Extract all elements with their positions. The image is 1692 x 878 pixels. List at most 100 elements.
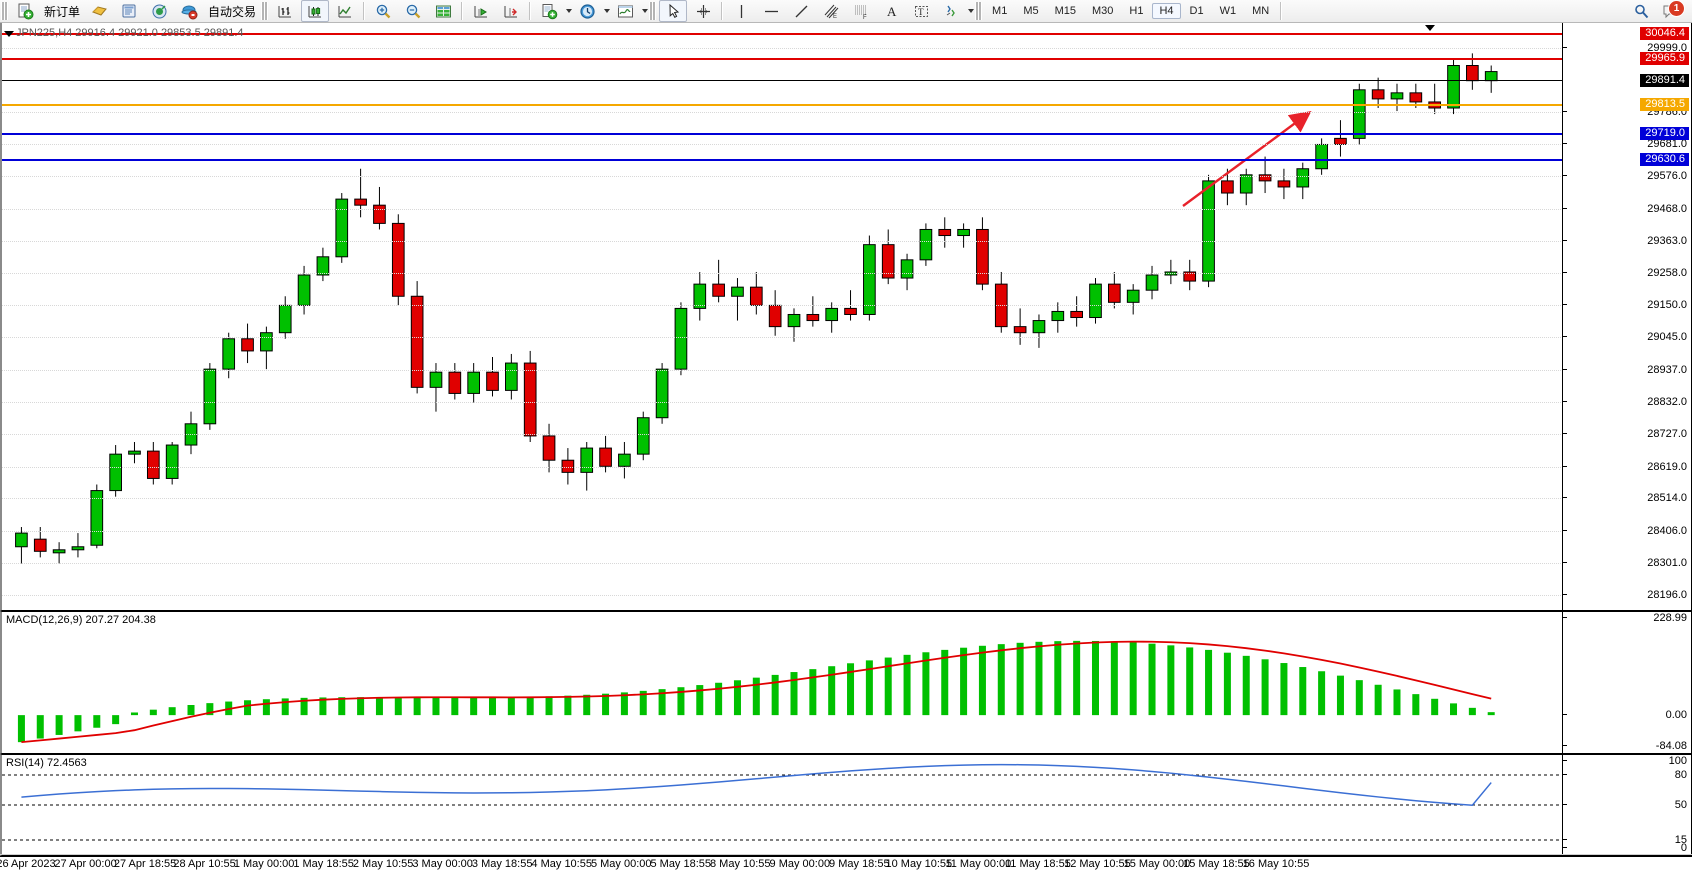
new-order-label[interactable]: 新订单 [44, 4, 81, 19]
support-line[interactable] [2, 159, 1563, 162]
time-axis-label: 16 May 10:55 [1242, 858, 1310, 870]
crosshair-icon[interactable] [689, 0, 717, 22]
periods-icon[interactable] [573, 0, 601, 22]
timeframe-m5[interactable]: M5 [1023, 5, 1039, 17]
timeframe-mn[interactable]: MN [1252, 5, 1270, 17]
price-gridline [2, 563, 1563, 565]
price-gridline [2, 498, 1563, 500]
resistance-line[interactable] [2, 57, 1563, 60]
price-gridline [2, 176, 1563, 178]
chart-container[interactable]: JPN225,H4 29916.4 29921.0 29853.5 29891.… [0, 22, 1692, 878]
time-axis-label: 1 May 18:55 [293, 858, 354, 870]
time-axis-label: 11 May 18:55 [1004, 858, 1071, 870]
last-price-line[interactable] [2, 80, 1563, 82]
price-tag-last-price-line[interactable]: 29891.4 [1640, 74, 1689, 88]
objects-dropdown-caret[interactable] [968, 9, 975, 13]
price-gridline [2, 208, 1563, 210]
price-tick: 28301.0 [1563, 557, 1691, 569]
templates-dropdown-caret[interactable] [642, 9, 649, 13]
price-tick: 29045.0 [1563, 331, 1691, 343]
chart-menu-caret[interactable] [1425, 25, 1435, 31]
toolbar-grip-4[interactable] [975, 2, 983, 20]
new-order-icon[interactable] [11, 0, 39, 22]
rsi-svg [2, 763, 1563, 841]
time-axis[interactable]: 26 Apr 2023 27 Apr 00:00 27 Apr 18:55 28 Ap… [0, 856, 1692, 878]
terminal-icon[interactable] [145, 0, 173, 22]
timeframe-m30[interactable]: M30 [1092, 5, 1114, 17]
vertical-line-icon[interactable] [727, 0, 755, 22]
search-icon[interactable] [1627, 0, 1655, 22]
time-axis-label: 11 May 00:00 [945, 858, 1012, 870]
rsi-tick: 0 [1563, 842, 1691, 854]
cursor-icon[interactable] [659, 0, 688, 22]
time-axis-label: 2 May 10:55 [352, 858, 414, 870]
price-tick: 29150.0 [1563, 299, 1691, 311]
price-tick: 29363.0 [1563, 235, 1691, 247]
auto-trading-label[interactable]: 自动交易 [208, 4, 257, 19]
notifications-icon[interactable]: 1 [1657, 0, 1685, 21]
periods-dropdown-caret[interactable] [604, 9, 611, 13]
market-watch-icon[interactable] [85, 0, 113, 22]
indicators-icon[interactable] [535, 0, 563, 22]
auto-trading-icon[interactable] [175, 0, 203, 22]
timeframe-w1[interactable]: W1 [1219, 5, 1237, 17]
fibonacci-icon[interactable]: F [847, 0, 875, 22]
price-tag-support-line[interactable]: 29719.0 [1640, 126, 1689, 140]
price-tag-resistance-line[interactable]: 29965.9 [1640, 51, 1689, 65]
macd-plot-area[interactable] [2, 612, 1563, 753]
auto-scroll-icon[interactable] [467, 0, 495, 22]
price-tick: 29468.0 [1563, 203, 1691, 215]
price-tag-mid-line[interactable]: 29813.5 [1640, 97, 1689, 111]
toolbar-separator-4 [721, 2, 724, 20]
zoom-out-icon[interactable] [399, 0, 427, 22]
rsi-pane[interactable]: RSI(14) 72.4563 100 80 50 15 0 [0, 754, 1692, 856]
price-gridline [2, 144, 1563, 146]
timeframe-m1[interactable]: M1 [992, 5, 1008, 17]
price-pane[interactable]: JPN225,H4 29916.4 29921.0 29853.5 29891.… [0, 23, 1692, 611]
mid-line[interactable] [2, 103, 1563, 106]
price-plot-area[interactable] [2, 23, 1563, 610]
templates-icon[interactable] [611, 0, 639, 22]
resistance-line[interactable] [2, 33, 1563, 36]
time-axis-label: 12 May 10:55 [1064, 858, 1131, 870]
navigator-icon[interactable] [115, 0, 143, 22]
main-toolbar: 新订单 [0, 0, 1692, 23]
time-axis-label: 9 May 18:55 [829, 858, 890, 870]
objects-icon[interactable] [937, 0, 965, 22]
price-tag-resistance-line[interactable]: 30046.4 [1640, 27, 1689, 41]
price-gridline [2, 401, 1563, 403]
chart-style-candles-icon[interactable] [301, 0, 330, 22]
zoom-in-icon[interactable] [369, 0, 397, 22]
timeframe-h4[interactable]: H4 [1152, 3, 1181, 19]
toolbar-grip-3[interactable] [649, 2, 657, 20]
text-label-icon[interactable]: T [907, 0, 935, 22]
toolbar-separator-2 [461, 2, 464, 20]
indicators-dropdown-caret[interactable] [566, 9, 573, 13]
rsi-plot-area[interactable] [2, 755, 1563, 855]
chart-shift-icon[interactable] [497, 0, 525, 22]
timeframe-h1[interactable]: H1 [1129, 5, 1144, 17]
horizontal-line-icon[interactable] [757, 0, 785, 22]
toolbar-separator-5 [1280, 2, 1283, 20]
equidistant-channel-icon[interactable]: E [817, 0, 845, 22]
text-icon[interactable]: A [877, 0, 905, 22]
svg-text:E: E [833, 14, 837, 20]
price-gridline [2, 531, 1563, 533]
rsi-label: RSI(14) 72.4563 [6, 757, 87, 769]
time-axis-label: 4 May 10:55 [531, 858, 592, 870]
toolbar-grip[interactable] [1, 2, 8, 20]
macd-pane[interactable]: MACD(12,26,9) 207.27 204.38 228.99 0.00 -8… [0, 611, 1692, 754]
price-tag-support-line[interactable]: 29630.6 [1640, 153, 1689, 167]
symbol-collapse-arrow[interactable] [4, 31, 14, 37]
chart-style-line-icon[interactable] [331, 0, 359, 22]
chart-style-bars-icon[interactable] [271, 0, 299, 22]
rsi-tick: 15 [1563, 834, 1691, 846]
price-gridline [2, 370, 1563, 372]
trendline-icon[interactable] [787, 0, 815, 22]
timeframe-d1[interactable]: D1 [1189, 5, 1204, 17]
data-window-icon[interactable] [429, 0, 457, 22]
timeframe-m15[interactable]: M15 [1054, 5, 1076, 17]
toolbar-grip-2[interactable] [261, 2, 269, 20]
support-line[interactable] [2, 132, 1563, 135]
price-scale[interactable]: 29999.0 29786.0 29681.0 29576.0 29468.0 29363… [1562, 23, 1691, 610]
